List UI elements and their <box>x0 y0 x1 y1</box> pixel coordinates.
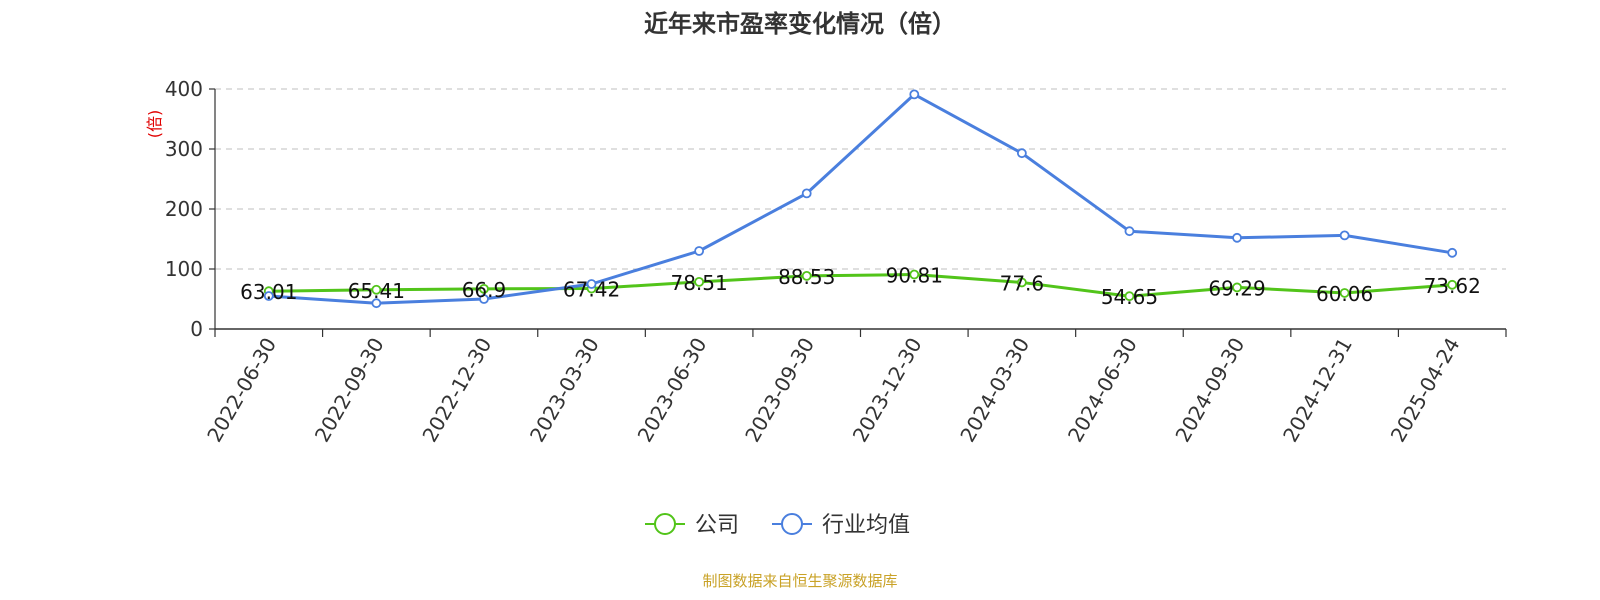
data-label: 60.06 <box>1316 282 1373 306</box>
series-line <box>268 92 1453 305</box>
x-tick-label: 2024-03-30 <box>955 334 1034 447</box>
data-label: 78.51 <box>670 271 727 295</box>
x-tick-label: 2024-06-30 <box>1063 334 1142 447</box>
data-point <box>263 291 274 301</box>
data-point <box>1447 247 1458 258</box>
y-tick-label: 400 <box>165 77 203 101</box>
data-point <box>1124 291 1135 302</box>
y-tick-label: 0 <box>190 317 203 341</box>
x-tick-label: 2023-06-30 <box>633 334 712 447</box>
x-tick-label: 2024-12-31 <box>1278 334 1357 447</box>
data-label: 67.42 <box>563 278 620 302</box>
data-label: 73.62 <box>1424 274 1481 298</box>
legend-label: 行业均值 <box>822 513 910 538</box>
data-point <box>371 298 382 309</box>
data-point <box>1447 279 1458 290</box>
x-tick-label: 2022-09-30 <box>310 334 389 447</box>
data-point <box>1016 277 1027 288</box>
legend-item[interactable]: 公司 <box>645 513 739 538</box>
legend[interactable]: 公司 行业均值 <box>645 513 910 538</box>
chart-title: 近年来市盈率变化情况（倍） <box>644 10 956 38</box>
source-note: 制图数据来自恒生聚源数据库 <box>702 572 897 590</box>
data-point <box>1339 230 1350 241</box>
y-tick-label: 100 <box>165 257 203 281</box>
data-point <box>586 279 597 289</box>
data-point <box>1339 288 1350 298</box>
data-label: 54.65 <box>1101 285 1158 309</box>
y-tick-label: 300 <box>165 137 203 161</box>
data-label: 88.53 <box>778 265 835 289</box>
data-labels: 63.01 65.41 66.9 67.42 78.51 88.53 90.81 77.6 54… <box>240 264 1481 310</box>
legend-marker-icon <box>781 513 803 535</box>
legend-label: 公司 <box>695 513 739 538</box>
y-axis-label: (倍) <box>145 110 164 139</box>
legend-marker-icon <box>654 513 676 535</box>
data-label: 66.9 <box>462 278 507 302</box>
data-label: 90.81 <box>886 264 943 288</box>
legend-item[interactable]: 行业均值 <box>772 513 910 538</box>
data-label: 69.29 <box>1208 276 1265 300</box>
data-point <box>801 188 812 199</box>
data-point <box>801 270 812 281</box>
x-tick-label: 2023-03-30 <box>525 334 604 447</box>
data-point <box>1232 282 1242 293</box>
x-tick-label: 2023-12-30 <box>848 334 927 447</box>
data-label: 65.41 <box>348 279 405 303</box>
data-point <box>909 269 920 280</box>
grid-lines <box>215 88 1506 270</box>
y-tick-label: 200 <box>165 197 203 221</box>
series-lines <box>263 89 1458 309</box>
data-point <box>1124 226 1135 237</box>
x-tick-label: 2024-09-30 <box>1170 334 1249 447</box>
data-label: 77.6 <box>1000 271 1045 295</box>
data-label: 63.01 <box>240 280 297 304</box>
x-tick-label: 2022-06-30 <box>202 334 281 447</box>
data-point <box>479 294 489 304</box>
x-tick-label: 2025-04-24 <box>1386 334 1465 447</box>
x-tick-label: 2022-12-30 <box>417 334 496 447</box>
data-point <box>909 89 920 100</box>
data-point <box>1016 148 1027 159</box>
data-point <box>694 276 705 287</box>
series-line <box>268 273 1453 298</box>
axes: 0 100 200 300 400 2022-06-30 2022-09-30 2022-12… <box>165 77 1507 447</box>
data-point <box>1232 232 1242 243</box>
data-point <box>371 284 382 295</box>
x-tick-label: 2023-09-30 <box>740 334 819 447</box>
data-point <box>479 283 489 294</box>
data-point <box>694 246 705 256</box>
